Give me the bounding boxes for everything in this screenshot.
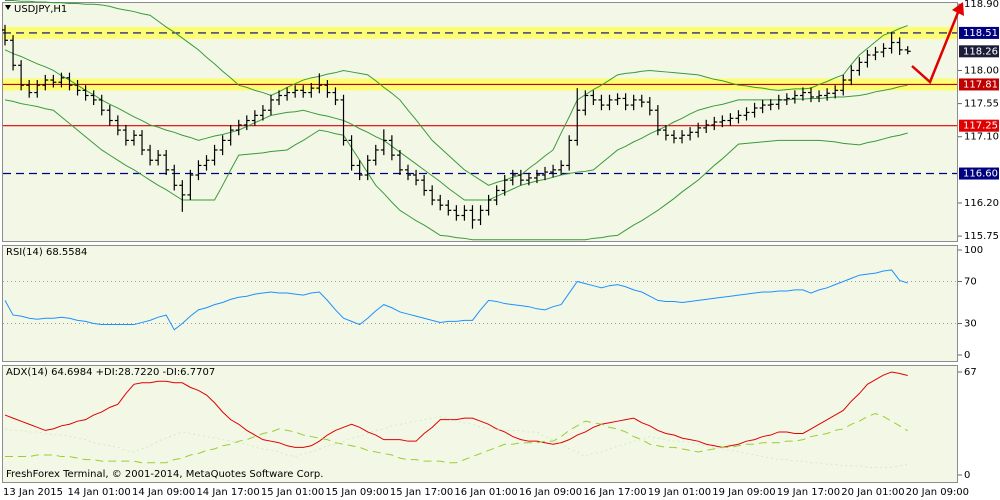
- x-tick-label: 19 Jan 01:00: [648, 487, 711, 498]
- y-tick-label: 67: [964, 367, 977, 378]
- x-tick-label: 20 Jan 09:00: [906, 487, 969, 498]
- last-price-box: [959, 45, 999, 58]
- y-tick-label: 116.20: [964, 198, 999, 209]
- x-tick-label: 14 Jan 01:00: [67, 487, 130, 498]
- arrow-line: [911, 9, 961, 85]
- indicator-line: [5, 412, 908, 464]
- indicator-line: [4, 99, 908, 241]
- level-box: [959, 26, 999, 39]
- level-box: [959, 78, 999, 91]
- drawn-arrow: [911, 2, 964, 85]
- indicator-line: [4, 269, 908, 331]
- x-tick-label: 16 Jan 01:00: [454, 487, 517, 498]
- x-tick-label: 15 Jan 09:00: [325, 487, 388, 498]
- x-tick-label: 19 Jan 09:00: [712, 487, 775, 498]
- x-tick-label: 16 Jan 09:00: [519, 487, 582, 498]
- indicator-line: [5, 0, 908, 186]
- indicator-line: [4, 49, 908, 201]
- arrow-head: [952, 2, 964, 16]
- level-label: 117.81: [963, 79, 998, 90]
- y-tick-label: 117.10: [964, 132, 999, 143]
- panel-marker: [5, 5, 11, 10]
- x-tick-label: 14 Jan 17:00: [196, 487, 259, 498]
- y-tick-label: 70: [964, 276, 977, 287]
- indicator-line: [4, 371, 908, 448]
- y-tick-label: 0: [964, 350, 970, 361]
- y-tick-label: 118.90: [964, 0, 999, 10]
- y-tick-label: 100: [964, 245, 983, 256]
- level-box: [959, 119, 999, 132]
- level-box: [959, 167, 999, 180]
- level-label: 117.25: [963, 121, 998, 132]
- x-tick-label: 15 Jan 17:00: [390, 487, 453, 498]
- y-tick-label: 30: [964, 318, 977, 329]
- chart-title: USDJPY,H1: [14, 4, 67, 15]
- x-tick-label: 19 Jan 17:00: [777, 487, 840, 498]
- y-tick-label: 117.55: [964, 99, 999, 110]
- level-highlight: [3, 26, 957, 39]
- x-tick-label: 20 Jan 01:00: [841, 487, 904, 498]
- y-tick-label: 0: [964, 470, 970, 481]
- adx-title: ADX(14) 64.6984 +DI:28.7220 -DI:6.7707: [6, 367, 215, 378]
- y-tick-label: 115.75: [964, 231, 999, 242]
- x-tick-label: 13 Jan 2015: [3, 487, 63, 498]
- y-tick-label: 118.00: [964, 65, 999, 76]
- rsi-title: RSI(14) 68.5584: [6, 247, 87, 258]
- level-label: 116.60: [963, 169, 998, 180]
- x-tick-label: 14 Jan 09:00: [132, 487, 195, 498]
- indicator-line: [4, 416, 908, 468]
- level-label: 118.51: [963, 28, 998, 39]
- watermark: FreshForex Terminal, © 2001-2014, MetaQu…: [6, 469, 323, 480]
- x-tick-label: 16 Jan 17:00: [583, 487, 646, 498]
- last-price-label: 118.26: [963, 46, 998, 57]
- rsi-panel: [2, 245, 958, 362]
- price-panel: [2, 2, 958, 242]
- x-tick-label: 15 Jan 01:00: [261, 487, 324, 498]
